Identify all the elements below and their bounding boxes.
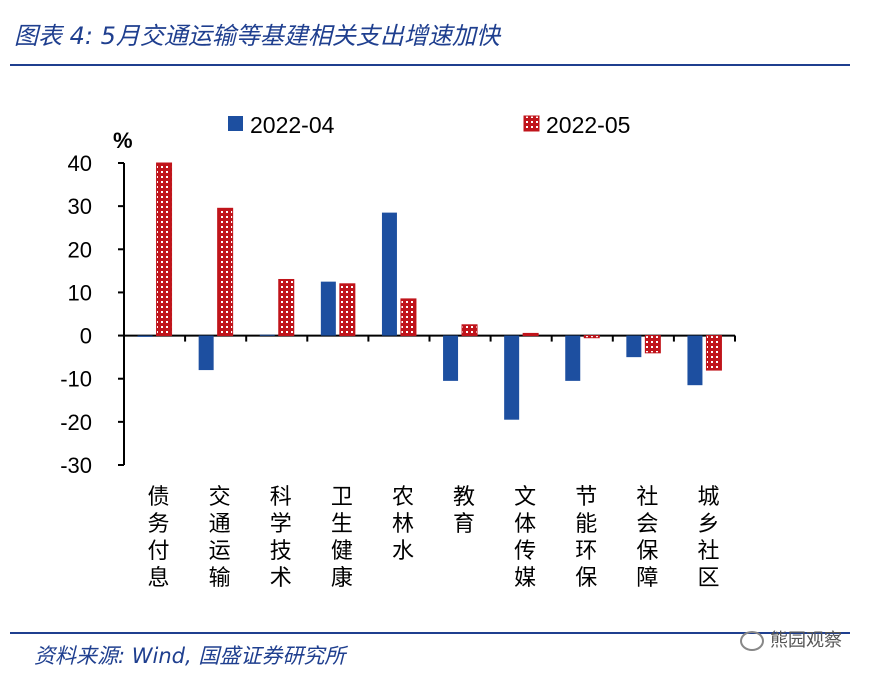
bar-2022-04 <box>198 335 214 371</box>
x-category-label: 交 <box>209 485 231 510</box>
x-category-label: 乡 <box>697 512 719 537</box>
y-tick-label: 40 <box>68 151 92 176</box>
bar-2022-04 <box>626 335 642 358</box>
x-category-label: 卫 <box>331 485 353 510</box>
x-category-label: 水 <box>392 539 414 564</box>
x-category-label: 教 <box>453 485 475 510</box>
y-tick-label: -20 <box>60 410 92 435</box>
bar-2022-05 <box>522 332 539 337</box>
x-category-label: 息 <box>148 566 170 591</box>
y-tick-label: -30 <box>60 453 92 478</box>
x-category-label: 林 <box>392 512 414 537</box>
bar-2022-04 <box>504 335 520 420</box>
y-tick-label: 0 <box>80 324 92 349</box>
x-category-label: 体 <box>514 512 536 537</box>
x-category-label: 通 <box>209 512 231 537</box>
y-tick-label: -10 <box>60 367 92 392</box>
bar-2022-05 <box>644 335 661 354</box>
x-category-label: 康 <box>331 566 353 591</box>
x-category-label: 技 <box>270 539 292 564</box>
bar-2022-05 <box>339 283 356 337</box>
x-category-label: 社 <box>636 485 658 510</box>
bar-2022-05 <box>217 207 234 337</box>
title-rule <box>10 64 850 66</box>
x-category-label: 城 <box>697 485 719 510</box>
watermark-text: 熊园观察 <box>770 630 842 651</box>
bar-2022-05 <box>400 298 417 337</box>
x-category-label: 农 <box>392 485 414 510</box>
x-category-label: 学 <box>270 512 292 537</box>
x-category-label: 会 <box>636 512 658 537</box>
figure-title: 图表 4: 5月交通运输等基建相关支出增速加快 <box>14 22 500 50</box>
y-tick-label: 10 <box>68 280 92 305</box>
source-note: 资料来源: Wind, 国盛证券研究所 <box>34 644 346 668</box>
bar-2022-05 <box>278 278 295 337</box>
y-axis-unit-label: % <box>113 128 133 153</box>
x-category-label: 社 <box>697 539 719 564</box>
x-category-label: 付 <box>148 539 170 564</box>
watermark: 熊园观察 <box>740 626 842 652</box>
x-category-label: 科 <box>270 485 292 510</box>
x-category-label: 能 <box>575 512 597 537</box>
y-tick-label: 30 <box>68 194 92 219</box>
y-tick-label: 20 <box>68 237 92 262</box>
bar-2022-05 <box>156 162 173 337</box>
x-category-label: 生 <box>331 512 353 537</box>
legend-2022-05-label: 2022-05 <box>546 112 630 138</box>
legend-2022-05-swatch <box>523 115 540 132</box>
x-category-label: 健 <box>331 539 353 564</box>
x-category-label: 输 <box>209 566 231 591</box>
bar-2022-04 <box>381 212 397 336</box>
bar-2022-04 <box>443 335 459 381</box>
x-category-label: 运 <box>209 539 231 564</box>
bar-2022-05 <box>705 335 722 371</box>
bar-2022-04 <box>687 335 703 386</box>
bar-2022-04 <box>565 335 581 381</box>
bar-2022-04 <box>137 335 153 337</box>
legend-2022-04-swatch <box>228 116 243 131</box>
x-category-label: 节 <box>575 485 597 510</box>
x-category-label: 文 <box>514 485 536 510</box>
footer-rule <box>10 632 850 634</box>
wechat-icon <box>740 631 764 651</box>
legend-2022-04-label: 2022-04 <box>250 112 335 138</box>
x-category-label: 保 <box>636 539 658 564</box>
bar-2022-05 <box>461 324 478 337</box>
x-category-label: 环 <box>575 539 597 564</box>
bar-2022-05 <box>583 335 600 339</box>
x-category-label: 区 <box>697 566 719 591</box>
x-category-label: 保 <box>575 566 597 591</box>
x-category-label: 障 <box>636 566 658 591</box>
bar-2022-04 <box>320 281 336 336</box>
x-category-label: 媒 <box>514 566 536 591</box>
bar-2022-04 <box>259 334 275 336</box>
x-category-label: 债 <box>148 485 170 510</box>
x-category-label: 育 <box>453 512 475 537</box>
x-category-label: 务 <box>148 512 170 537</box>
x-category-label: 传 <box>514 539 536 564</box>
x-category-label: 术 <box>270 566 292 591</box>
